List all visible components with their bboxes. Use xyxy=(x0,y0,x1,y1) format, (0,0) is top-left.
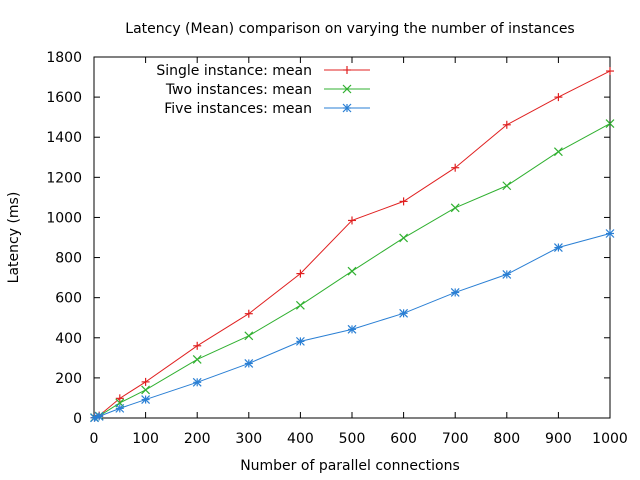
data-point xyxy=(502,269,512,279)
data-point xyxy=(115,403,125,413)
y-tick-label: 400 xyxy=(55,331,82,347)
x-tick-label: 0 xyxy=(90,431,99,447)
y-tick-label: 200 xyxy=(55,371,82,387)
data-point xyxy=(295,336,305,346)
series-line xyxy=(94,70,611,419)
series-layer xyxy=(90,67,615,423)
x-tick-label: 1000 xyxy=(592,431,628,447)
data-point xyxy=(295,300,305,310)
x-tick-label: 700 xyxy=(442,431,469,447)
data-point xyxy=(192,355,202,364)
data-point xyxy=(605,119,615,129)
data-point xyxy=(502,181,512,191)
y-tick-label: 1800 xyxy=(46,50,82,66)
y-tick-label: 0 xyxy=(73,411,82,427)
data-point xyxy=(451,163,460,172)
legend-label: Single instance: mean xyxy=(156,63,312,79)
legend-label: Five instances: mean xyxy=(164,101,312,117)
x-tick-label: 900 xyxy=(545,431,572,447)
data-point xyxy=(347,266,357,276)
y-tick-label: 600 xyxy=(55,291,82,307)
x-tick-label: 400 xyxy=(287,431,314,447)
data-point xyxy=(502,120,511,129)
data-point xyxy=(553,147,563,157)
data-point xyxy=(141,385,151,395)
legend-entry: Five instances: mean xyxy=(164,101,370,117)
y-axis-label: Latency (ms) xyxy=(6,192,22,284)
legend-entry: Two instances: mean xyxy=(165,82,370,98)
y-tick-label: 1600 xyxy=(46,90,82,106)
data-point xyxy=(244,309,253,318)
data-point xyxy=(141,395,151,404)
x-tick-label: 300 xyxy=(235,431,262,447)
data-point xyxy=(244,331,254,341)
y-tick-label: 1200 xyxy=(46,170,82,186)
data-point xyxy=(347,324,357,334)
data-point xyxy=(399,197,408,206)
legend: Single instance: mean Two instances: mean… xyxy=(156,63,370,117)
y-tick-label: 1000 xyxy=(46,210,82,226)
series-2 xyxy=(90,119,615,423)
data-point xyxy=(553,243,563,252)
y-tick-label: 800 xyxy=(55,251,82,267)
x-tick-label: 800 xyxy=(493,431,520,447)
data-point xyxy=(192,377,202,387)
axis-ticks: 0 100 200 300 400 500 600 700 800 900 1000 0 200 400 6… xyxy=(46,50,627,447)
data-point xyxy=(450,203,460,213)
data-point xyxy=(399,308,409,318)
legend-entry: Single instance: mean xyxy=(156,63,370,79)
legend-marker xyxy=(342,103,352,113)
data-point xyxy=(399,233,409,243)
data-point xyxy=(296,269,305,278)
legend-label: Two instances: mean xyxy=(165,82,312,98)
data-point xyxy=(554,93,563,102)
legend-marker xyxy=(342,84,352,94)
data-point xyxy=(450,288,460,297)
x-tick-label: 100 xyxy=(132,431,159,447)
data-point xyxy=(115,394,124,403)
x-tick-label: 500 xyxy=(339,431,366,447)
legend-marker xyxy=(343,66,351,74)
data-point xyxy=(605,229,615,238)
data-point xyxy=(193,341,202,350)
data-point xyxy=(606,67,614,76)
x-tick-label: 600 xyxy=(390,431,417,447)
y-tick-label: 1400 xyxy=(46,130,82,146)
series-1 xyxy=(90,67,614,422)
data-point xyxy=(348,216,356,225)
data-point xyxy=(94,411,104,421)
x-tick-label: 200 xyxy=(184,431,211,447)
data-point xyxy=(244,359,254,368)
series-3 xyxy=(90,229,615,423)
chart-title: Latency (Mean) comparison on varying the… xyxy=(125,21,574,37)
x-axis-label: Number of parallel connections xyxy=(240,458,460,474)
data-point xyxy=(141,377,150,386)
